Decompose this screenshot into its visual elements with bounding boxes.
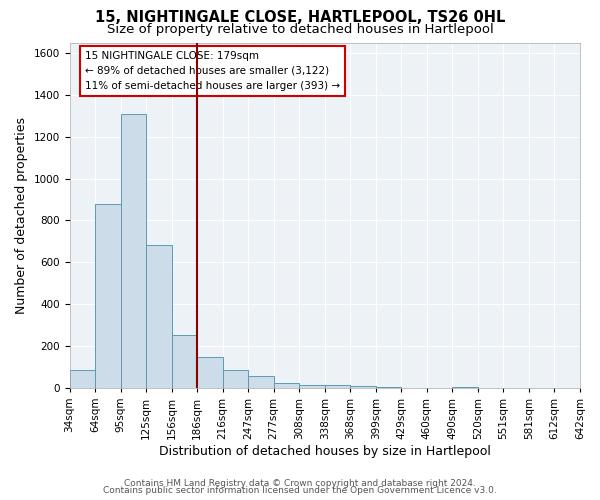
- Bar: [299, 384, 325, 388]
- X-axis label: Distribution of detached houses by size in Hartlepool: Distribution of detached houses by size …: [159, 444, 491, 458]
- Bar: [121, 114, 146, 388]
- Bar: [197, 358, 223, 388]
- Bar: [274, 382, 299, 388]
- Bar: [350, 386, 376, 388]
- Y-axis label: Number of detached properties: Number of detached properties: [15, 116, 28, 314]
- Bar: [452, 386, 478, 388]
- Text: Contains public sector information licensed under the Open Government Licence v3: Contains public sector information licen…: [103, 486, 497, 495]
- Bar: [70, 370, 95, 388]
- Bar: [95, 204, 121, 388]
- Text: 15 NIGHTINGALE CLOSE: 179sqm
← 89% of detached houses are smaller (3,122)
11% of: 15 NIGHTINGALE CLOSE: 179sqm ← 89% of de…: [85, 51, 340, 90]
- Bar: [223, 370, 248, 388]
- Text: Size of property relative to detached houses in Hartlepool: Size of property relative to detached ho…: [107, 22, 493, 36]
- Text: 15, NIGHTINGALE CLOSE, HARTLEPOOL, TS26 0HL: 15, NIGHTINGALE CLOSE, HARTLEPOOL, TS26 …: [95, 10, 505, 25]
- Bar: [376, 386, 401, 388]
- Bar: [146, 246, 172, 388]
- Bar: [248, 376, 274, 388]
- Bar: [325, 384, 350, 388]
- Text: Contains HM Land Registry data © Crown copyright and database right 2024.: Contains HM Land Registry data © Crown c…: [124, 478, 476, 488]
- Bar: [172, 336, 197, 388]
